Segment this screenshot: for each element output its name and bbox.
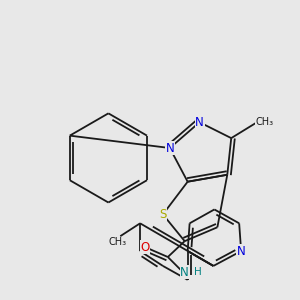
- Text: N: N: [180, 266, 189, 279]
- Text: CH₃: CH₃: [255, 117, 274, 127]
- Text: N: N: [165, 142, 174, 154]
- Text: O: O: [140, 241, 150, 254]
- Text: S: S: [159, 208, 167, 221]
- Text: N: N: [195, 116, 204, 129]
- Text: CH₃: CH₃: [108, 237, 126, 247]
- Text: H: H: [194, 267, 202, 278]
- Text: N: N: [237, 244, 245, 258]
